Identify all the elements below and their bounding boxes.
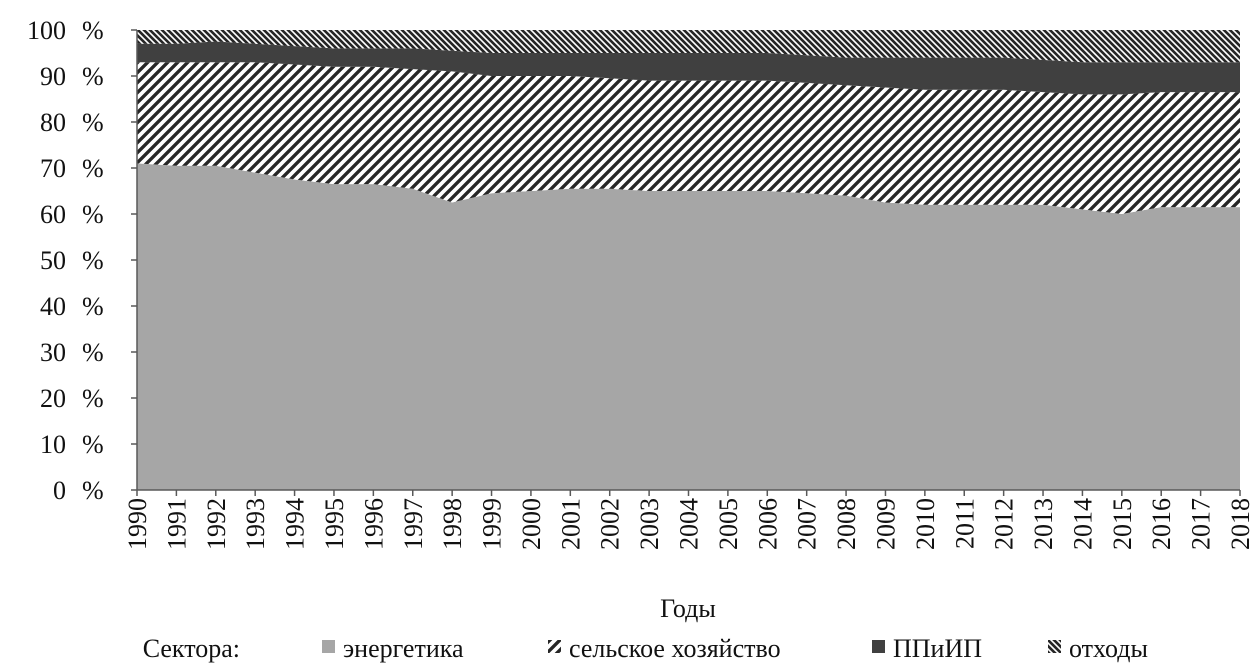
x-tick-label: 2015	[1108, 498, 1137, 550]
x-tick-label: 2009	[871, 498, 900, 550]
legend-item-2: сельское хозяйство	[548, 634, 781, 663]
x-tick-label: 2014	[1068, 498, 1097, 550]
y-tick-unit: %	[82, 200, 104, 229]
y-tick-label: 60	[40, 200, 66, 229]
legend-label: ППиИП	[893, 634, 982, 663]
x-tick-label: 2016	[1147, 498, 1176, 550]
y-tick-unit: %	[82, 246, 104, 275]
y-tick-unit: %	[82, 292, 104, 321]
y-tick-unit: %	[82, 476, 104, 505]
y-tick-label: 90	[40, 62, 66, 91]
x-tick-label: 2003	[635, 498, 664, 550]
x-tick-label: 1998	[438, 498, 467, 550]
y-tick-unit: %	[82, 16, 104, 45]
legend-label: энергетика	[343, 634, 464, 663]
legend-title: Сектора:	[143, 634, 240, 663]
x-tick-label: 1991	[162, 498, 191, 550]
legend-label: сельское хозяйство	[569, 634, 781, 663]
x-tick-label: 2002	[596, 498, 625, 550]
legend-swatch	[322, 640, 335, 653]
y-tick-label: 70	[40, 154, 66, 183]
x-tick-label: 2011	[950, 498, 979, 549]
x-tick-label: 2010	[911, 498, 940, 550]
area-series-2	[137, 62, 1240, 215]
y-tick-unit: %	[82, 430, 104, 459]
area-series-3	[137, 41, 1240, 95]
y-tick-label: 10	[40, 430, 66, 459]
x-tick-label: 1994	[281, 498, 310, 550]
y-tick-label: 100	[27, 16, 66, 45]
x-tick-label: 2007	[793, 498, 822, 550]
legend-item-4: отходы	[1048, 634, 1148, 663]
y-tick-label: 80	[40, 108, 66, 137]
legend: Сектора: энергетика сельское хозяйство ППи…	[143, 634, 1148, 663]
x-tick-label: 1996	[359, 498, 388, 550]
legend-swatch	[548, 640, 561, 653]
y-tick-unit: %	[82, 338, 104, 367]
x-tick-label: 1992	[202, 498, 231, 550]
y-tick-unit: %	[82, 154, 104, 183]
y-tick-unit: %	[82, 384, 104, 413]
legend-swatch	[872, 640, 885, 653]
x-tick-label: 2017	[1187, 498, 1216, 550]
x-tick-label: 1995	[320, 498, 349, 550]
x-axis-ticks: 1990 1991 1992 1993 1994 1995 1996 1997 1998 1999…	[123, 490, 1255, 550]
x-tick-label: 2018	[1226, 498, 1255, 550]
area-series-1	[137, 163, 1240, 490]
y-tick-label: 30	[40, 338, 66, 367]
y-tick-label: 50	[40, 246, 66, 275]
legend-item-3: ППиИП	[872, 634, 982, 663]
legend-label: отходы	[1069, 634, 1148, 663]
y-tick-label: 20	[40, 384, 66, 413]
x-tick-label: 2001	[556, 498, 585, 550]
y-tick-label: 0	[53, 476, 66, 505]
x-tick-label: 1997	[399, 498, 428, 550]
area-series-4	[137, 30, 1240, 63]
plot-area	[137, 30, 1240, 490]
y-tick-unit: %	[82, 62, 104, 91]
x-tick-label: 2013	[1029, 498, 1058, 550]
x-tick-label: 2006	[753, 498, 782, 550]
x-tick-label: 2008	[832, 498, 861, 550]
x-tick-label: 2012	[990, 498, 1019, 550]
y-axis-ticks: 0 % 10 % 20 % 30 % 40 % 50 % 60 % 70 % 80 % 90 % 100%	[27, 16, 137, 505]
y-tick-unit: %	[82, 108, 104, 137]
x-tick-label: 2005	[714, 498, 743, 550]
x-tick-label: 2000	[517, 498, 546, 550]
x-tick-label: 1999	[478, 498, 507, 550]
legend-swatch	[1048, 640, 1061, 653]
x-tick-label: 1993	[241, 498, 270, 550]
x-tick-label: 1990	[123, 498, 152, 550]
x-tick-label: 2004	[675, 498, 704, 550]
x-axis-title: Годы	[660, 594, 716, 623]
legend-item-1: энергетика	[322, 634, 464, 663]
y-tick-label: 40	[40, 292, 66, 321]
